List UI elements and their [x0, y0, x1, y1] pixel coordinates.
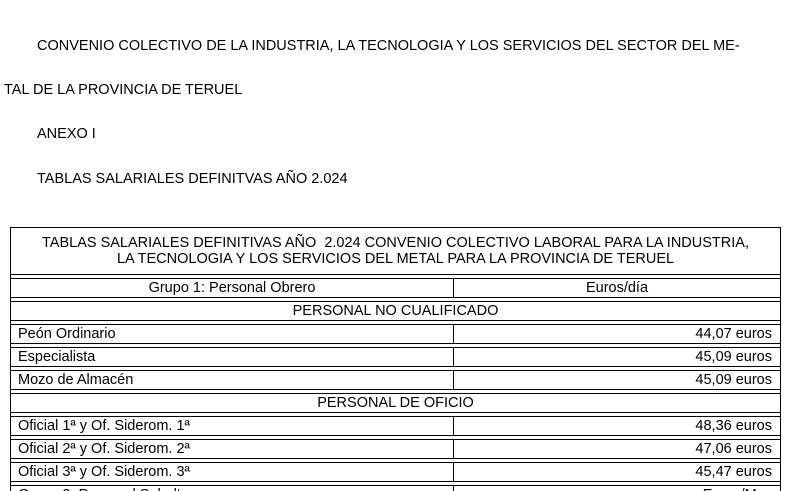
heading-line-anexo: ANEXO I [37, 126, 96, 143]
document-page: CONVENIO COLECTIVO DE LA INDUSTRIA, LA T… [0, 9, 790, 491]
table-row: Oficial 2ª y Of. Siderom. 2ª 47,06 euros [10, 439, 781, 460]
section-title: PERSONAL DE OFICIO [317, 395, 474, 412]
row-label: Peón Ordinario [11, 325, 454, 344]
table-row: Especialista 45,09 euros [10, 347, 781, 368]
table-section-row: PERSONAL NO CUALIFICADO [10, 301, 781, 322]
section-title: PERSONAL NO CUALIFICADO [292, 303, 499, 320]
row-value: 45,47 euros [695, 464, 772, 481]
table-group1-header-row: Grupo 1: Personal Obrero Euros/día [10, 278, 781, 299]
row-value: 45,09 euros [695, 349, 772, 366]
table-row: Oficial 1ª y Of. Siderom. 1ª 48,36 euros [10, 416, 781, 437]
table-title-line: TABLAS SALARIALES DEFINITIVAS AÑO 2.024 … [42, 235, 749, 252]
document-heading: CONVENIO COLECTIVO DE LA INDUSTRIA, LA T… [4, 9, 786, 216]
heading-line: CONVENIO COLECTIVO DE LA INDUSTRIA, LA T… [37, 37, 740, 54]
table-group2-header-row: Grupo 2: Personal SubalternoEuros/Mes [10, 485, 781, 491]
table-row: Peón Ordinario 44,07 euros [10, 324, 781, 345]
row-value: 44,07 euros [695, 326, 772, 343]
row-value: 47,06 euros [695, 441, 772, 458]
table-title-line: LA TECNOLOGIA Y LOS SERVICIOS DEL METAL … [116, 251, 675, 268]
row-label: Oficial 3ª y Of. Siderom. 3ª [11, 463, 454, 482]
row-value: 48,36 euros [695, 418, 772, 435]
heading-line-tablas: TABLAS SALARIALES DEFINITVAS AÑO 2.024 [37, 170, 348, 187]
row-value: 45,09 euros [695, 372, 772, 389]
row-value: Euros/Mes [454, 486, 780, 491]
row-label: Grupo 2: Personal Subalterno [11, 486, 454, 491]
row-label: Especialista [11, 348, 454, 367]
table-row: Oficial 3ª y Of. Siderom. 3ª 45,47 euros [10, 462, 781, 483]
row-value: Euros/día [585, 280, 649, 297]
row-label: Grupo 1: Personal Obrero [11, 279, 454, 298]
row-label: Mozo de Almacén [11, 371, 454, 390]
table-row: Mozo de Almacén 45,09 euros [10, 370, 781, 391]
row-label: Oficial 1ª y Of. Siderom. 1ª [11, 417, 454, 436]
salary-table: TABLAS SALARIALES DEFINITIVAS AÑO 2.024 … [10, 227, 781, 491]
heading-line: TAL DE LA PROVINCIA DE TERUEL [4, 81, 243, 98]
table-section-row: PERSONAL DE OFICIO [10, 393, 781, 414]
table-title-row: TABLAS SALARIALES DEFINITIVAS AÑO 2.024 … [10, 227, 781, 276]
row-label: Oficial 2ª y Of. Siderom. 2ª [11, 440, 454, 459]
